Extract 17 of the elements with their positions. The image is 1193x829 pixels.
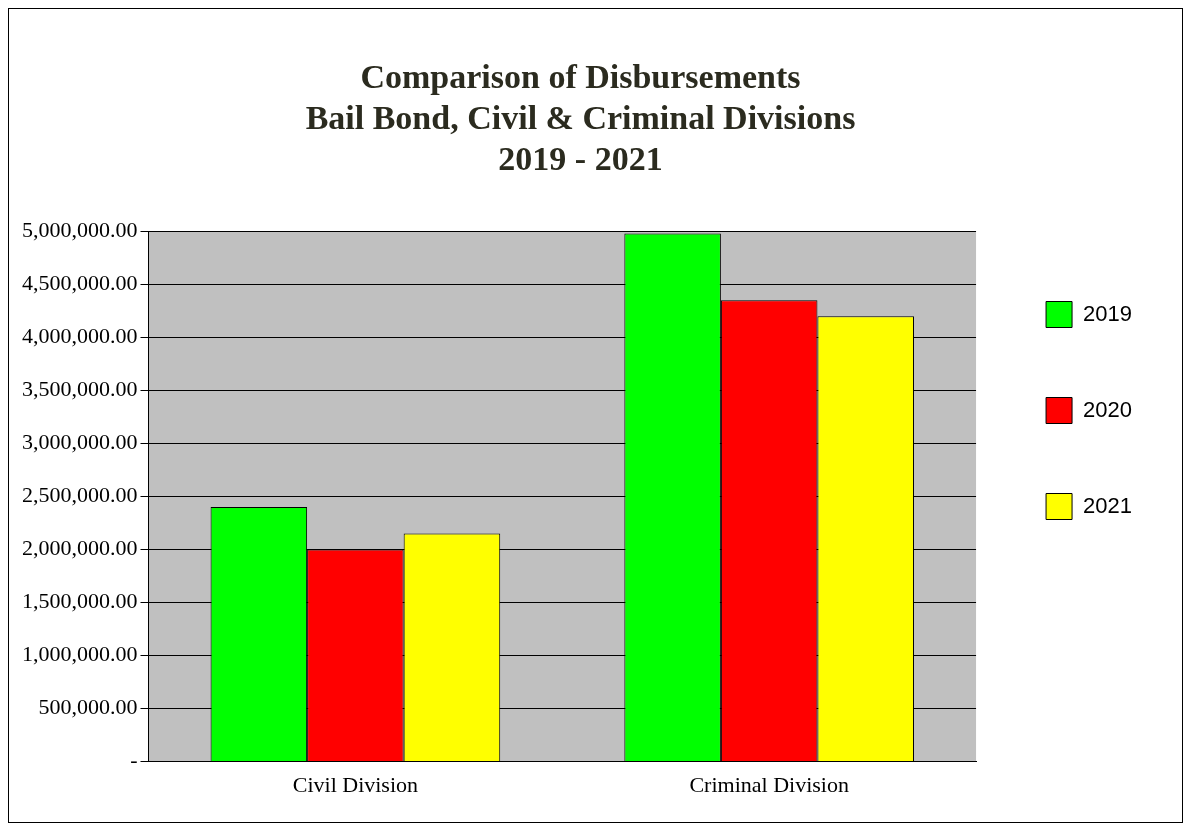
legend-label: 2019 <box>1083 300 1133 326</box>
y-tick-label: 2,500,000.00 <box>22 482 138 508</box>
legend-label: 2020 <box>1083 396 1133 422</box>
y-tick-label: 500,000.00 <box>38 694 138 720</box>
y-tick-label: 4,500,000.00 <box>22 270 138 296</box>
y-tick-label: 3,000,000.00 <box>22 429 138 455</box>
y-tick-label: 1,500,000.00 <box>22 588 138 614</box>
y-tick-label: 1,000,000.00 <box>22 641 138 667</box>
y-tick-label: 5,000,000.00 <box>22 217 138 243</box>
y-tick-label: 2,000,000.00 <box>22 535 138 561</box>
legend-label: 2021 <box>1083 492 1133 518</box>
y-tick-label: - <box>130 747 138 773</box>
x-tick-label: Civil Division <box>292 771 419 797</box>
y-tick-label: 4,000,000.00 <box>22 323 138 349</box>
chart-title: Comparison of Disbursements Bail Bond, Civil & Criminal Divisions 2019 - 2021 <box>305 58 856 177</box>
y-tick-label: 3,500,000.00 <box>22 376 138 402</box>
x-tick-label: Criminal Division <box>689 771 849 797</box>
